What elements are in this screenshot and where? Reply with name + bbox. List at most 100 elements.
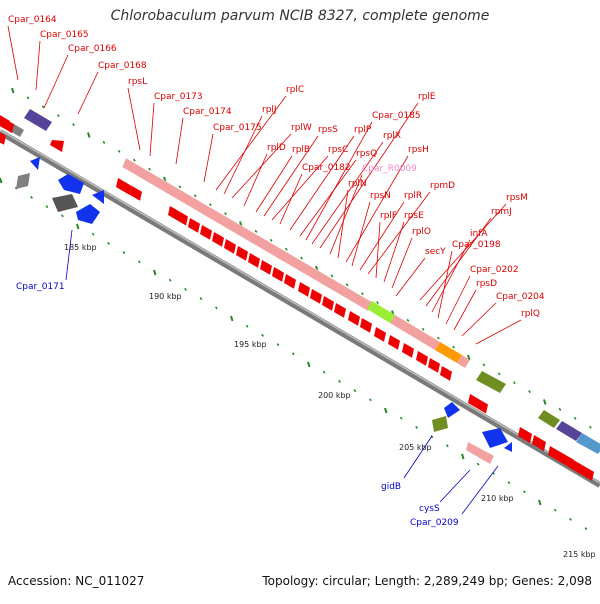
- gene-right-blue[interactable]: [576, 433, 600, 454]
- gene-cpar-0202[interactable]: [435, 342, 462, 363]
- label-rpsh[interactable]: rpsH: [408, 145, 429, 155]
- gene-right-purple[interactable]: [556, 421, 582, 441]
- forward-gene-arrow[interactable]: [388, 335, 400, 350]
- gene-cpar-0204[interactable]: [476, 371, 506, 393]
- gene-cpar-0166[interactable]: [24, 109, 52, 131]
- label-rplc[interactable]: rplC: [286, 85, 304, 95]
- label-rpsm[interactable]: rpsM: [506, 193, 528, 203]
- gene-block-ribosomal-a[interactable]: [121, 157, 373, 312]
- label-cyss[interactable]: cysS: [419, 504, 440, 514]
- forward-gene-arrow[interactable]: [532, 435, 546, 451]
- label-rpsd[interactable]: rpsD: [476, 279, 497, 289]
- forward-gene-arrow[interactable]: [548, 446, 574, 469]
- gene-cpar-r0009[interactable]: [367, 301, 395, 323]
- forward-gene-arrow[interactable]: [212, 232, 224, 247]
- forward-gene-arrow[interactable]: [518, 427, 532, 443]
- forward-gene-arrow[interactable]: [360, 318, 372, 333]
- gene-rev-grey-1[interactable]: [16, 173, 30, 189]
- forward-gene-arrow[interactable]: [310, 289, 322, 304]
- gene-gidb[interactable]: [444, 402, 460, 418]
- label-rplf[interactable]: rplF: [380, 211, 397, 221]
- forward-gene-arrow[interactable]: [416, 351, 428, 366]
- gene-rplq[interactable]: [457, 355, 470, 368]
- forward-gene-arrow[interactable]: [188, 218, 200, 233]
- label-rpsc[interactable]: rpsC: [328, 145, 348, 155]
- forward-gene-arrow[interactable]: [348, 311, 360, 326]
- gene-right-green[interactable]: [538, 410, 560, 428]
- forward-gene-arrow[interactable]: [168, 206, 188, 226]
- forward-gene-arrow[interactable]: [224, 239, 236, 254]
- gene-cpar-0171[interactable]: [76, 204, 100, 224]
- gene-cpar-0165[interactable]: [10, 124, 24, 137]
- label-rpld[interactable]: rplD: [267, 143, 286, 153]
- forward-gene-arrow[interactable]: [468, 394, 488, 414]
- label-cpar-0182[interactable]: Cpar_0182: [302, 163, 351, 173]
- forward-gene-arrow[interactable]: [402, 343, 414, 358]
- forward-gene-arrow[interactable]: [272, 267, 284, 282]
- label-gidb[interactable]: gidB: [381, 482, 401, 492]
- gene-rev-grey-2[interactable]: [52, 194, 78, 212]
- forward-gene-arrow[interactable]: [298, 282, 310, 297]
- label-infa[interactable]: infA: [470, 229, 488, 239]
- forward-gene-arrow[interactable]: [260, 260, 272, 275]
- label-cpar-0166[interactable]: Cpar_0166: [68, 44, 117, 54]
- forward-gene-arrow[interactable]: [440, 366, 452, 381]
- forward-gene-arrow[interactable]: [236, 246, 248, 261]
- gene-cpar-0168[interactable]: [50, 140, 64, 152]
- ruler-tick-lower: [168, 278, 172, 282]
- forward-gene-arrow[interactable]: [322, 296, 334, 311]
- label-cpar-0164[interactable]: Cpar_0164: [8, 15, 57, 25]
- label-rpss[interactable]: rpsS: [318, 125, 338, 135]
- label-cpar-0175[interactable]: Cpar_0175: [213, 123, 262, 133]
- label-rplx[interactable]: rplX: [383, 131, 401, 141]
- label-cpar-0168[interactable]: Cpar_0168: [98, 61, 147, 71]
- label-cpar-0198[interactable]: Cpar_0198: [452, 240, 501, 250]
- label-cpar-0204[interactable]: Cpar_0204: [496, 292, 545, 302]
- label-cpar-r0009[interactable]: Cpar_R0009: [362, 164, 417, 174]
- label-rplq[interactable]: rplQ: [521, 309, 540, 319]
- gene-rev-1[interactable]: [30, 157, 40, 170]
- label-cpar-0171[interactable]: Cpar_0171: [16, 282, 65, 292]
- gene-block-ribosomal-b[interactable]: [390, 315, 440, 350]
- label-rpln[interactable]: rplN: [348, 179, 367, 189]
- label-rpmj[interactable]: rpmJ: [491, 207, 512, 217]
- label-secy[interactable]: secY: [425, 247, 446, 257]
- label-cpar-0174[interactable]: Cpar_0174: [183, 107, 232, 117]
- forward-gene-arrow[interactable]: [374, 327, 386, 342]
- label-cpar-0185[interactable]: Cpar_0185: [372, 111, 421, 121]
- label-cpar-0202[interactable]: Cpar_0202: [470, 265, 519, 275]
- label-rplr[interactable]: rplR: [404, 191, 422, 201]
- label-cpar-0209[interactable]: Cpar_0209: [410, 518, 459, 528]
- forward-gene-arrow[interactable]: [334, 303, 346, 318]
- label-leader-line: [263, 135, 319, 217]
- forward-gene-arrow[interactable]: [0, 130, 6, 145]
- label-rpse[interactable]: rpsE: [404, 211, 424, 221]
- gene-rev-blue-3[interactable]: [504, 442, 512, 452]
- gene-cysS[interactable]: [482, 428, 508, 448]
- label-cpar-0165[interactable]: Cpar_0165: [40, 30, 89, 40]
- forward-gene-arrow[interactable]: [284, 274, 296, 289]
- forward-gene-arrow[interactable]: [0, 116, 14, 134]
- label-rpsn[interactable]: rpsN: [370, 191, 391, 201]
- label-rplb[interactable]: rplB: [292, 145, 310, 155]
- forward-gene-arrow[interactable]: [116, 178, 132, 196]
- gene-rev-blue-1[interactable]: [58, 174, 84, 194]
- forward-gene-arrow[interactable]: [130, 186, 142, 201]
- label-rplp[interactable]: rplP: [354, 125, 372, 135]
- forward-gene-arrow[interactable]: [200, 225, 212, 240]
- gene-cpar-0209[interactable]: [466, 442, 494, 464]
- label-rplw[interactable]: rplW: [291, 123, 312, 133]
- label-rpsl[interactable]: rpsL: [128, 77, 147, 87]
- gene-rev-green[interactable]: [432, 416, 448, 432]
- label-rpmd[interactable]: rpmD: [430, 181, 455, 191]
- gene-rev-blue-2[interactable]: [92, 190, 104, 204]
- label-rple[interactable]: rplE: [418, 92, 436, 102]
- label-rplo[interactable]: rplO: [412, 227, 431, 237]
- label-rplj[interactable]: rplJ: [262, 105, 277, 115]
- ruler-tick-lower: [107, 241, 110, 245]
- forward-gene-arrow[interactable]: [568, 458, 594, 481]
- forward-gene-arrow[interactable]: [248, 253, 260, 268]
- forward-gene-arrow[interactable]: [428, 358, 440, 373]
- label-rpsq[interactable]: rpsQ: [356, 149, 377, 159]
- label-cpar-0173[interactable]: Cpar_0173: [154, 92, 203, 102]
